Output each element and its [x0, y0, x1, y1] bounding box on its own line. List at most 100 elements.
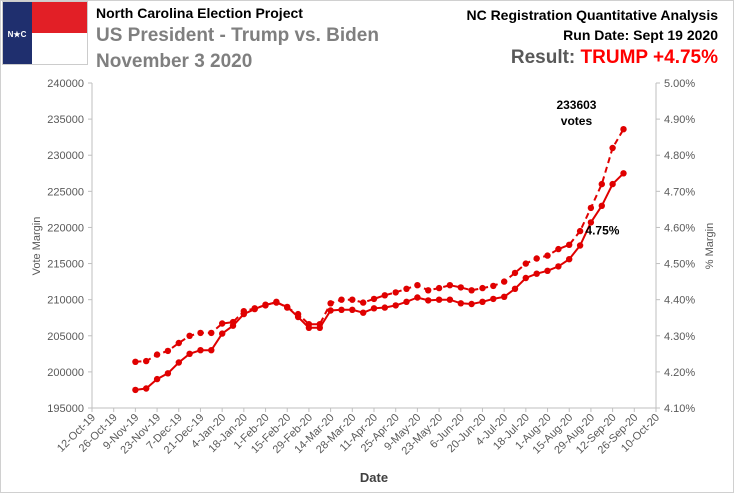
- data-point: [457, 284, 464, 291]
- data-point: [392, 302, 399, 309]
- y-tick-label: 230000: [47, 150, 84, 162]
- data-point: [273, 299, 280, 306]
- data-point: [468, 300, 475, 308]
- data-point: [349, 296, 356, 303]
- election-date: November 3 2020: [96, 51, 253, 72]
- y-tick-label: 235000: [47, 114, 84, 126]
- data-point: [511, 285, 519, 292]
- y2-tick-label: 4.40%: [664, 295, 695, 307]
- data-point: [164, 370, 172, 377]
- data-point: [143, 357, 150, 365]
- data-point: [435, 296, 443, 303]
- data-point: [403, 285, 410, 292]
- data-point: [338, 296, 345, 303]
- data-point: [425, 297, 432, 304]
- data-point: [501, 278, 508, 285]
- data-point: [544, 267, 551, 274]
- data-point: [576, 242, 584, 249]
- data-point: [316, 324, 323, 331]
- annotation-percent-margin: 4.75%: [585, 223, 619, 237]
- data-point: [370, 295, 378, 303]
- data-point: [349, 306, 356, 313]
- data-point: [425, 287, 432, 294]
- data-point: [587, 204, 595, 212]
- y-tick-label: 195000: [47, 403, 84, 415]
- data-point: [446, 296, 454, 303]
- data-point: [370, 305, 378, 312]
- analysis-title: NC Registration Quantitative Analysis: [466, 7, 718, 23]
- data-point: [284, 303, 291, 311]
- y-tick-label: 240000: [47, 78, 84, 90]
- data-point: [262, 301, 269, 308]
- data-point: [251, 305, 258, 313]
- data-point: [555, 263, 562, 270]
- data-point: [197, 347, 204, 354]
- y-axis-title: Vote Margin: [31, 217, 43, 276]
- data-point: [327, 307, 334, 314]
- data-point: [132, 386, 139, 394]
- data-point: [609, 180, 616, 188]
- data-point: [164, 347, 172, 355]
- series-line-dashed: [135, 128, 625, 363]
- data-point: [219, 320, 226, 327]
- data-point: [620, 170, 627, 177]
- data-point: [381, 292, 388, 299]
- data-point: [555, 245, 562, 253]
- y2-tick-label: 5.00%: [664, 78, 695, 90]
- data-point: [360, 309, 367, 316]
- series-line-solid: [135, 172, 625, 391]
- y2-tick-label: 4.20%: [664, 367, 695, 379]
- y-tick-label: 205000: [47, 331, 84, 343]
- run-date: Run Date: Sept 19 2020: [563, 27, 718, 43]
- y2-tick-label: 4.10%: [664, 403, 695, 415]
- result-value: TRUMP +4.75%: [580, 47, 718, 68]
- y-tick-label: 210000: [47, 295, 84, 307]
- y-tick-label: 225000: [47, 186, 84, 198]
- data-point: [132, 358, 139, 365]
- data-point: [175, 339, 182, 347]
- nc-flag-logo: N★C: [2, 1, 88, 65]
- data-point: [566, 256, 573, 263]
- y-tick-label: 200000: [47, 367, 84, 379]
- data-point: [457, 300, 464, 307]
- data-point: [511, 269, 519, 277]
- data-point: [153, 351, 161, 358]
- annotation-votes-count: 233603: [556, 98, 596, 112]
- data-point: [219, 330, 226, 337]
- data-point: [153, 375, 161, 383]
- data-point: [446, 282, 454, 289]
- data-point: [175, 359, 182, 366]
- data-point: [479, 284, 486, 292]
- data-point: [403, 298, 410, 305]
- y2-tick-label: 4.70%: [664, 186, 695, 198]
- data-point: [435, 284, 443, 292]
- result-line: Result: TRUMP +4.75%: [511, 47, 718, 69]
- data-point: [587, 219, 595, 226]
- data-point: [533, 255, 540, 262]
- data-point: [392, 289, 399, 296]
- data-point: [208, 329, 215, 337]
- data-point: [490, 282, 497, 290]
- data-point: [414, 294, 421, 301]
- x-axis-title: Date: [360, 470, 388, 485]
- data-point: [360, 299, 367, 306]
- race-title: US President - Trump vs. Biden: [96, 25, 379, 46]
- data-point: [338, 306, 345, 313]
- data-point: [468, 287, 475, 294]
- data-point: [143, 385, 150, 392]
- data-point: [229, 322, 237, 329]
- data-point: [327, 300, 334, 307]
- data-point: [522, 260, 529, 267]
- y2-tick-label: 4.30%: [664, 331, 695, 343]
- data-point: [620, 126, 627, 133]
- data-point: [186, 332, 193, 339]
- data-point: [609, 144, 616, 152]
- flag-lettering: N★C: [8, 30, 27, 39]
- y2-axis-title: % Margin: [704, 223, 716, 269]
- y-tick-label: 215000: [47, 259, 84, 271]
- data-point: [490, 295, 497, 303]
- data-point: [544, 252, 551, 259]
- data-point: [598, 202, 605, 209]
- data-point: [305, 324, 313, 331]
